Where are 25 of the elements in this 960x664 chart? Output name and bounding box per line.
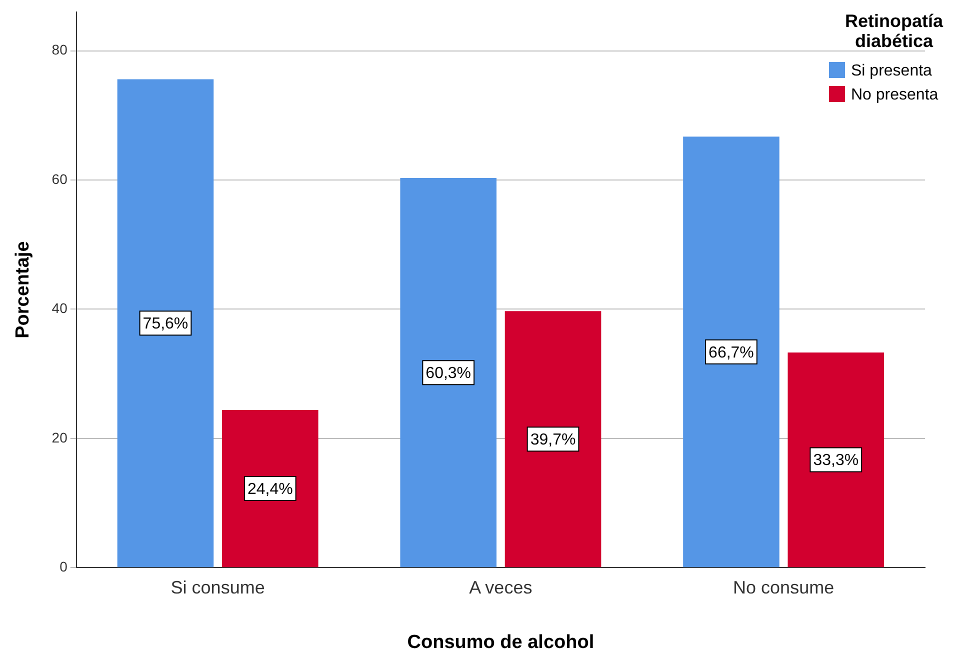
legend-title: Retinopatía diabética	[844, 10, 944, 51]
data-label: 39,7%	[530, 432, 576, 449]
x-axis-title: Consumo de alcohol	[407, 632, 594, 653]
bar	[504, 311, 602, 568]
y-tick-label: 20	[52, 429, 68, 446]
bar	[117, 79, 214, 568]
bar	[222, 410, 318, 568]
y-axis-title: Porcentaje	[12, 241, 34, 338]
data-label: 60,3%	[426, 364, 472, 382]
y-tick-label: 40	[52, 300, 68, 316]
data-label: 66,7%	[708, 344, 754, 362]
y-tick-label: 80	[52, 42, 68, 58]
data-label: 75,6%	[142, 316, 188, 333]
bar	[400, 178, 496, 568]
data-label: 33,3%	[813, 452, 859, 470]
legend-label: No presenta	[851, 86, 938, 104]
x-tick-label: No consume	[733, 577, 834, 598]
x-tick-label: Si consume	[170, 577, 265, 598]
legend-label: Si presenta	[851, 62, 932, 80]
data-label: 24,4%	[247, 480, 293, 498]
x-tick-label: A veces	[469, 577, 532, 598]
bar	[683, 136, 780, 568]
y-tick-label: 60	[52, 170, 68, 187]
y-tick-label: 0	[60, 558, 68, 574]
bar	[788, 352, 884, 568]
